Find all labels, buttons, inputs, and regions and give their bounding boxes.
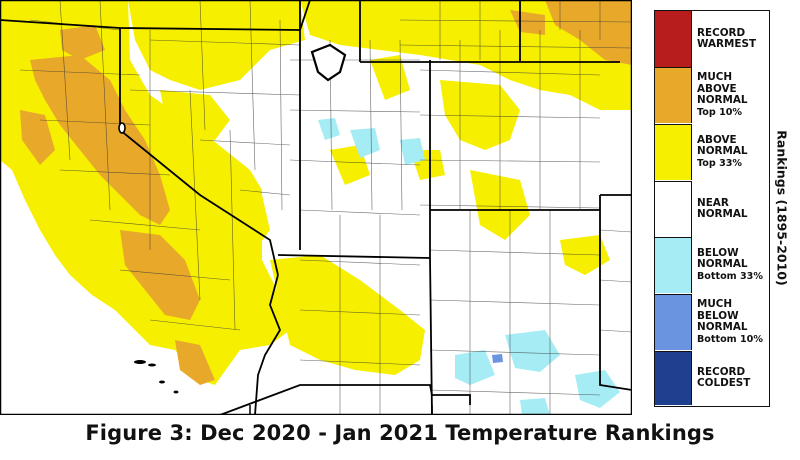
legend-title: Rankings (1895-2010)	[774, 130, 790, 286]
legend: RECORD WARMEST MUCH ABOVE NORMAL Top 10% ABOVE…	[654, 10, 770, 407]
legend-item: BELOW NORMAL Bottom 33%	[655, 237, 769, 293]
legend-item: RECORD WARMEST	[655, 11, 769, 67]
legend-label-line: MUCH	[697, 71, 733, 83]
legend-label-line: COLDEST	[697, 377, 751, 389]
legend-label-line: NORMAL	[697, 94, 748, 106]
legend-label-line: NEAR	[697, 196, 729, 209]
legend-label-line: NORMAL	[697, 145, 748, 158]
legend-label: MUCH ABOVE NORMAL Top 10%	[692, 67, 769, 123]
legend-label-line: Bottom 10%	[697, 333, 763, 345]
legend-item: RECORD COLDEST	[655, 351, 769, 405]
legend-swatch	[655, 181, 692, 237]
state-boundaries	[0, 0, 632, 415]
legend-label-line: Bottom 33%	[697, 270, 763, 282]
legend-label-line: ABOVE	[697, 82, 737, 95]
legend-item: MUCH ABOVE NORMAL Top 10%	[655, 67, 769, 123]
legend-label-line: Top 33%	[697, 157, 743, 169]
legend-label-line: WARMEST	[697, 38, 757, 50]
legend-label: BELOW NORMAL Bottom 33%	[692, 237, 769, 293]
legend-swatch	[655, 124, 692, 180]
much-above-normal-regions	[20, 0, 632, 385]
lake-tahoe	[118, 122, 126, 134]
legend-swatch	[655, 237, 692, 293]
legend-item: MUCH BELOW NORMAL Bottom 10%	[655, 294, 769, 350]
figure-caption: Figure 3: Dec 2020 - Jan 2021 Temperatur…	[85, 421, 715, 445]
legend-label: RECORD WARMEST	[692, 11, 769, 67]
map-frame	[0, 0, 632, 415]
great-salt-lake	[310, 43, 347, 82]
legend-item: ABOVE NORMAL Top 33%	[655, 124, 769, 180]
county-boundaries	[19, 0, 632, 415]
legend-label: ABOVE NORMAL Top 33%	[692, 124, 769, 180]
legend-label: NEAR NORMAL	[692, 181, 769, 237]
legend-label-line: RECORD	[697, 26, 746, 39]
legend-label: MUCH BELOW NORMAL Bottom 10%	[692, 294, 769, 350]
below-normal-regions	[318, 118, 620, 415]
legend-label-line: NORMAL	[697, 258, 748, 271]
legend-swatch	[655, 11, 692, 67]
legend-swatch	[655, 67, 692, 123]
legend-label-line: BELOW	[697, 309, 739, 322]
much-below-normal-regions	[492, 354, 503, 363]
legend-label-line: NORMAL	[697, 208, 748, 220]
legend-label-line: ABOVE	[697, 133, 737, 146]
legend-swatch	[655, 351, 692, 405]
map-ticks	[249, 405, 433, 415]
legend-label: RECORD COLDEST	[692, 351, 769, 405]
temperature-rankings-map	[0, 0, 632, 415]
legend-label-line: MUCH	[697, 298, 733, 310]
channel-islands	[134, 360, 179, 394]
legend-label-line: NORMAL	[697, 321, 748, 333]
legend-label-line: BELOW	[697, 246, 739, 259]
legend-item: NEAR NORMAL	[655, 181, 769, 237]
legend-label-line: RECORD	[697, 365, 746, 378]
legend-label-line: Top 10%	[697, 106, 743, 118]
legend-swatch	[655, 294, 692, 350]
